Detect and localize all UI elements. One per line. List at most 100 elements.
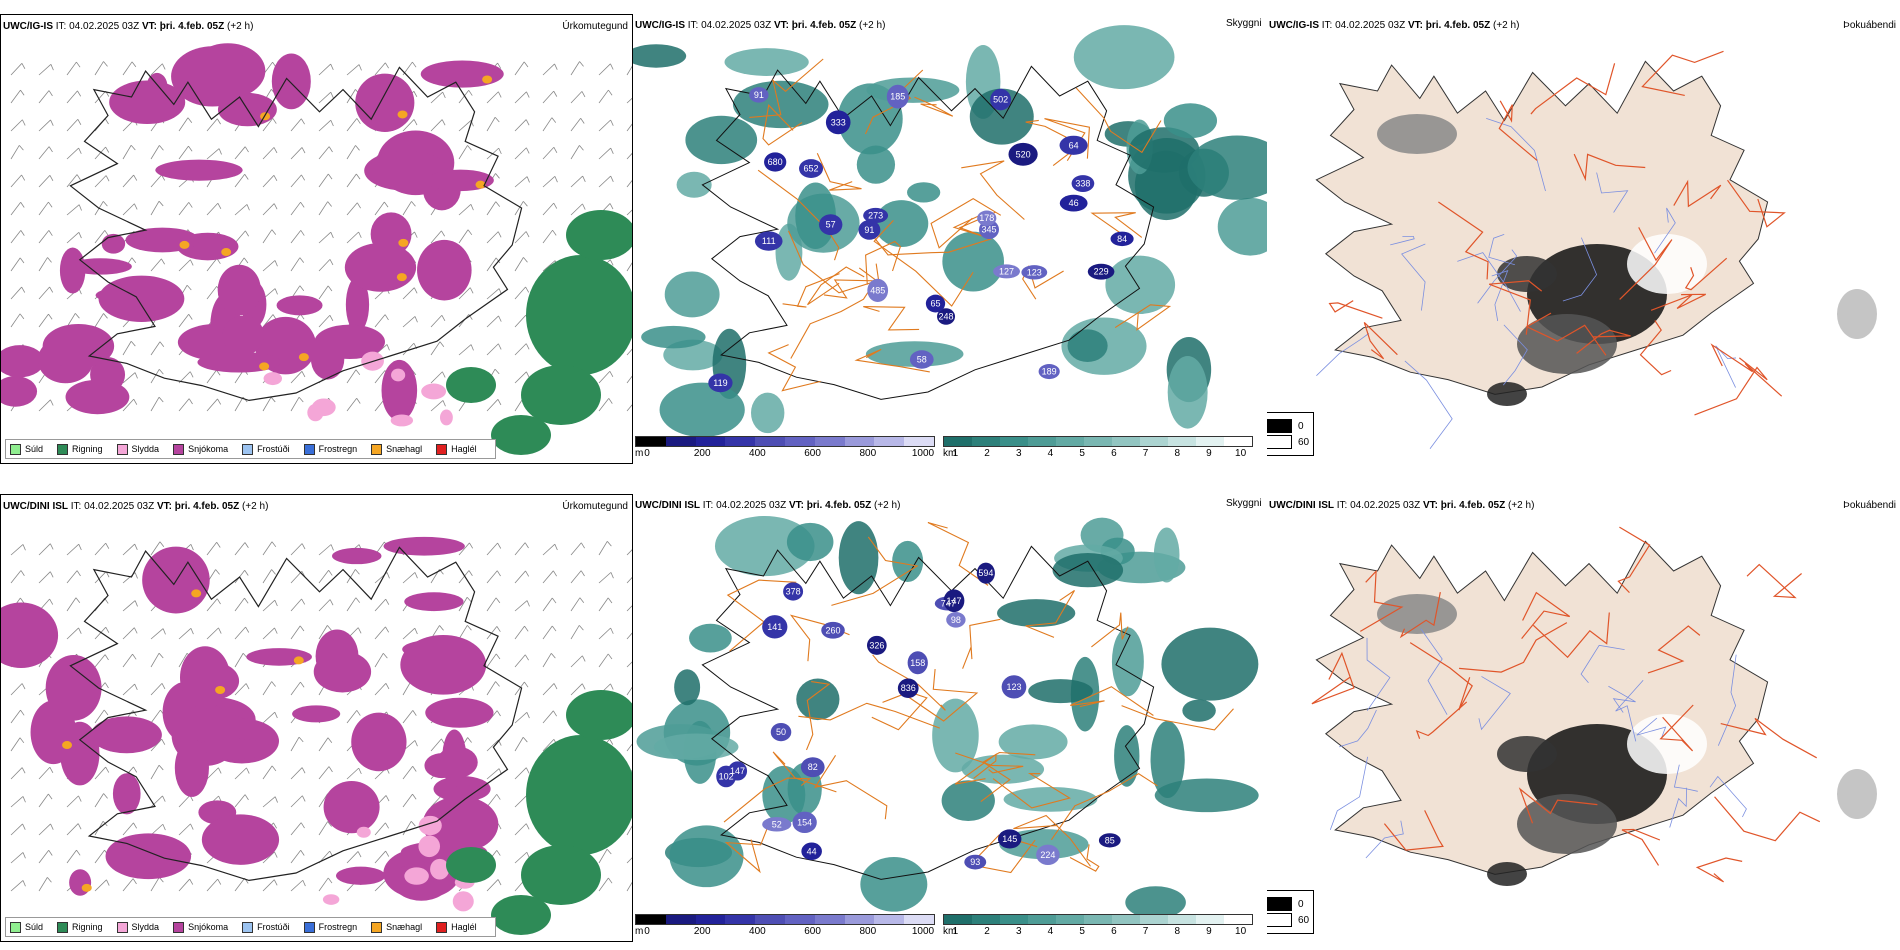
wind-barb <box>10 145 24 160</box>
fog-panel-top: UWC/IG-IS IT: 04.02.2025 03Z VT: þri. 4.… <box>1267 14 1900 464</box>
wind-barb <box>374 62 389 76</box>
low-visibility-area <box>659 382 745 438</box>
wind-barb <box>318 259 334 272</box>
road <box>1383 810 1444 851</box>
wind-barb <box>486 147 502 160</box>
wind-barb <box>122 543 138 556</box>
wind-barb <box>570 683 586 696</box>
wind-barb <box>598 370 614 384</box>
legend-label: Frostregn <box>318 444 358 454</box>
wind-barb <box>38 230 53 244</box>
visibility-panel-bottom: UWC/DINI ISL IT: 04.02.2025 03Z VT: þri.… <box>633 494 1267 942</box>
wind-barb <box>570 570 585 584</box>
snow-area <box>155 159 243 181</box>
visibility-value-label: 326 <box>869 640 884 650</box>
wind-barb <box>122 572 138 584</box>
sleet-area <box>421 383 447 400</box>
colorbar-strip <box>943 914 1253 925</box>
fog-area <box>964 854 987 870</box>
river <box>1636 717 1667 740</box>
wind-barb <box>598 541 612 556</box>
fog-index-area <box>1377 594 1457 634</box>
wind-barb <box>150 628 166 640</box>
colorbar-cell <box>1224 437 1252 446</box>
wind-barb <box>262 569 276 584</box>
colorbar-tick: 10 <box>1235 926 1247 937</box>
road <box>1521 591 1571 639</box>
wind-barb <box>10 852 26 864</box>
road <box>805 681 831 751</box>
wind-barb <box>122 398 138 412</box>
fog-area <box>1001 675 1027 699</box>
sleet-area <box>439 409 453 426</box>
wind-barb <box>150 795 166 808</box>
wind-barb <box>458 625 472 640</box>
wind-barb <box>570 203 586 216</box>
colorbar-tick: 10 <box>1235 448 1247 459</box>
wind-barb <box>318 766 333 780</box>
fog-area <box>762 615 788 639</box>
wind-barb <box>290 736 304 752</box>
sleet-area <box>390 414 414 427</box>
wind-barb <box>514 343 530 356</box>
fog-area <box>818 214 843 236</box>
road <box>873 220 974 307</box>
wind-barb <box>94 793 108 808</box>
wind-barb <box>542 625 557 640</box>
wind-barb <box>570 597 585 612</box>
road <box>872 654 946 711</box>
legend-label: Snjókoma <box>188 444 229 454</box>
snow-area <box>345 276 370 333</box>
wind-barb <box>374 626 390 640</box>
sleet-area <box>356 826 371 838</box>
wind-barb <box>374 572 390 584</box>
wind-barb <box>38 201 53 216</box>
wind-barb <box>626 543 632 556</box>
rain-area <box>446 847 496 883</box>
colorbar-cell <box>944 915 972 924</box>
snow-pellet-area <box>475 180 486 189</box>
fog-area <box>943 589 965 613</box>
wind-barb <box>486 681 500 696</box>
snow-area <box>105 833 192 880</box>
colorbar-tick: 2 <box>984 926 990 937</box>
wind-barb <box>570 61 584 76</box>
wind-barb <box>290 371 306 384</box>
wind-barb <box>94 626 110 640</box>
legend-swatch <box>436 921 448 933</box>
wind-barb <box>598 877 613 892</box>
wind-barb <box>626 820 632 836</box>
visibility-panel-top: UWC/IG-IS IT: 04.02.2025 03Z VT: þri. 4.… <box>633 14 1267 464</box>
legend-swatch <box>57 921 69 933</box>
wind-barb <box>318 544 334 556</box>
wind-barb <box>318 877 333 892</box>
legend-item: Rigning <box>57 921 103 933</box>
road <box>807 266 865 306</box>
wind-barb <box>38 90 53 104</box>
fog-area <box>770 722 792 742</box>
road <box>724 828 768 874</box>
road <box>1415 701 1468 739</box>
road <box>1720 717 1817 759</box>
colorbar-tick: 3 <box>1015 926 1022 937</box>
low-visibility-area <box>1003 786 1098 812</box>
snow-pellet-area <box>81 883 92 892</box>
low-visibility-area <box>1167 356 1208 429</box>
wind-barb <box>234 626 250 640</box>
road <box>1399 591 1441 639</box>
legend-label: Slydda <box>131 922 160 932</box>
colorbar-cell <box>904 915 934 924</box>
wind-barb <box>318 91 334 104</box>
wind-barb <box>10 880 26 892</box>
fog-area <box>783 582 804 601</box>
snow-area <box>271 53 311 110</box>
wind-barb <box>66 795 82 808</box>
legend-label: Haglél <box>451 444 477 454</box>
snow-pellet-area <box>396 273 407 282</box>
rain-area <box>566 690 632 740</box>
legend-item: Haglél <box>436 921 477 933</box>
wind-barb <box>178 117 193 132</box>
wind-barb <box>262 147 278 160</box>
wind-barb <box>290 396 304 412</box>
wind-barb <box>570 542 585 556</box>
